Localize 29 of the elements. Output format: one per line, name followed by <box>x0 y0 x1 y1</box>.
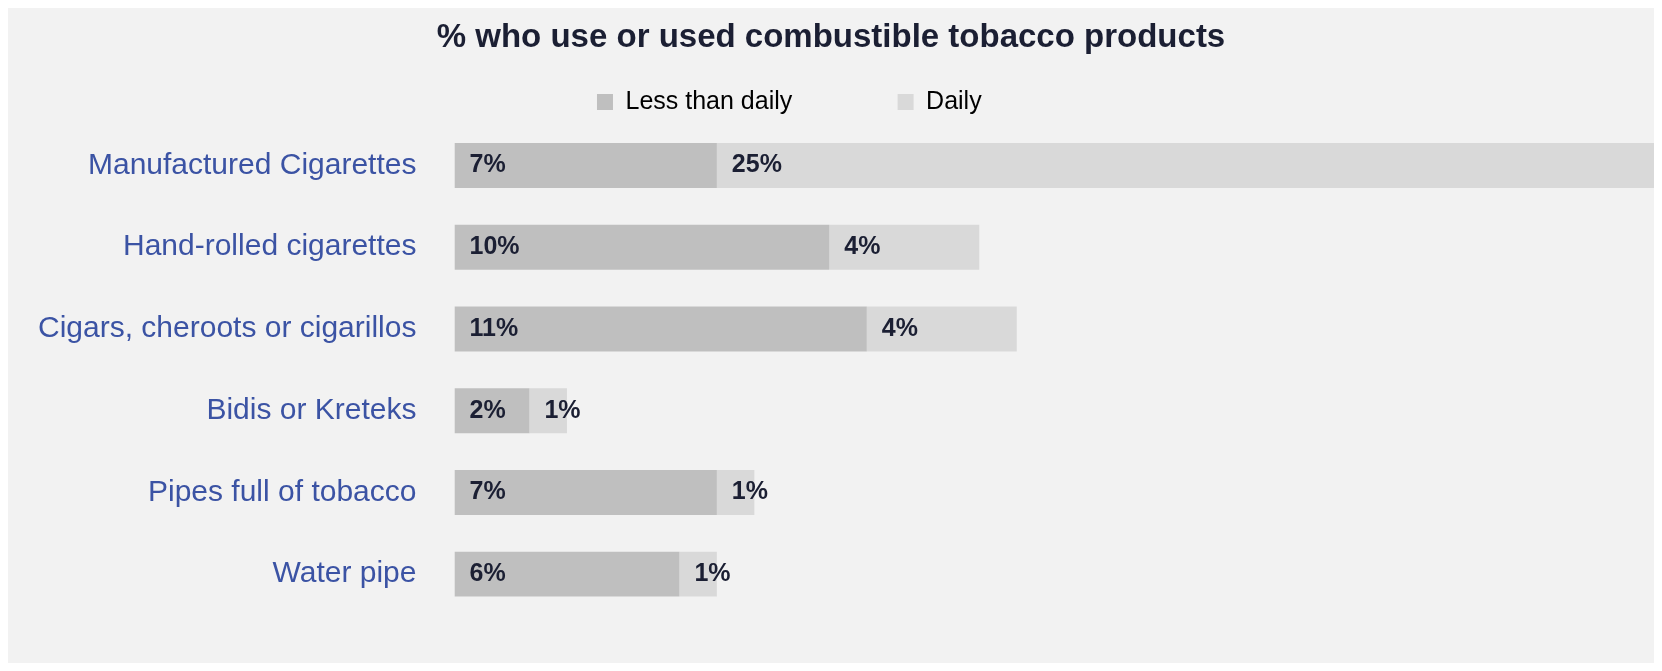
bar <box>454 469 717 515</box>
bar <box>866 306 1017 352</box>
data-label: 4% <box>881 312 918 341</box>
chart-title: % who use or used combustible tobacco products <box>436 16 1226 54</box>
data-label: 6% <box>469 558 506 587</box>
data-label: 1% <box>544 394 581 423</box>
y-tick-label: Cigars, cheroots or cigarillos <box>37 310 417 344</box>
bar <box>454 224 830 270</box>
data-label: 1% <box>694 558 731 587</box>
data-label: 1% <box>731 476 769 505</box>
data-label: 7% <box>469 476 506 505</box>
bar <box>716 142 1654 188</box>
bar <box>454 551 680 597</box>
bar <box>829 224 980 270</box>
legend-label: Daily <box>926 85 1066 114</box>
y-tick-label: Water pipe <box>272 555 417 589</box>
legend-label: Less than daily <box>625 85 876 114</box>
data-label: 4% <box>844 231 881 260</box>
data-label: 25% <box>731 149 782 178</box>
data-label: 10% <box>469 231 520 260</box>
data-label: 2% <box>469 394 506 423</box>
y-tick-label: Bidis or Kreteks <box>206 391 417 425</box>
bar <box>454 306 867 352</box>
y-tick-label: Hand-rolled cigarettes <box>122 228 417 262</box>
bar <box>454 142 717 188</box>
data-label: 7% <box>469 149 506 178</box>
y-tick-label: Pipes full of tobacco <box>147 473 417 507</box>
y-tick-label: Manufactured Cigarettes <box>87 146 417 180</box>
data-label: 11% <box>469 312 519 341</box>
